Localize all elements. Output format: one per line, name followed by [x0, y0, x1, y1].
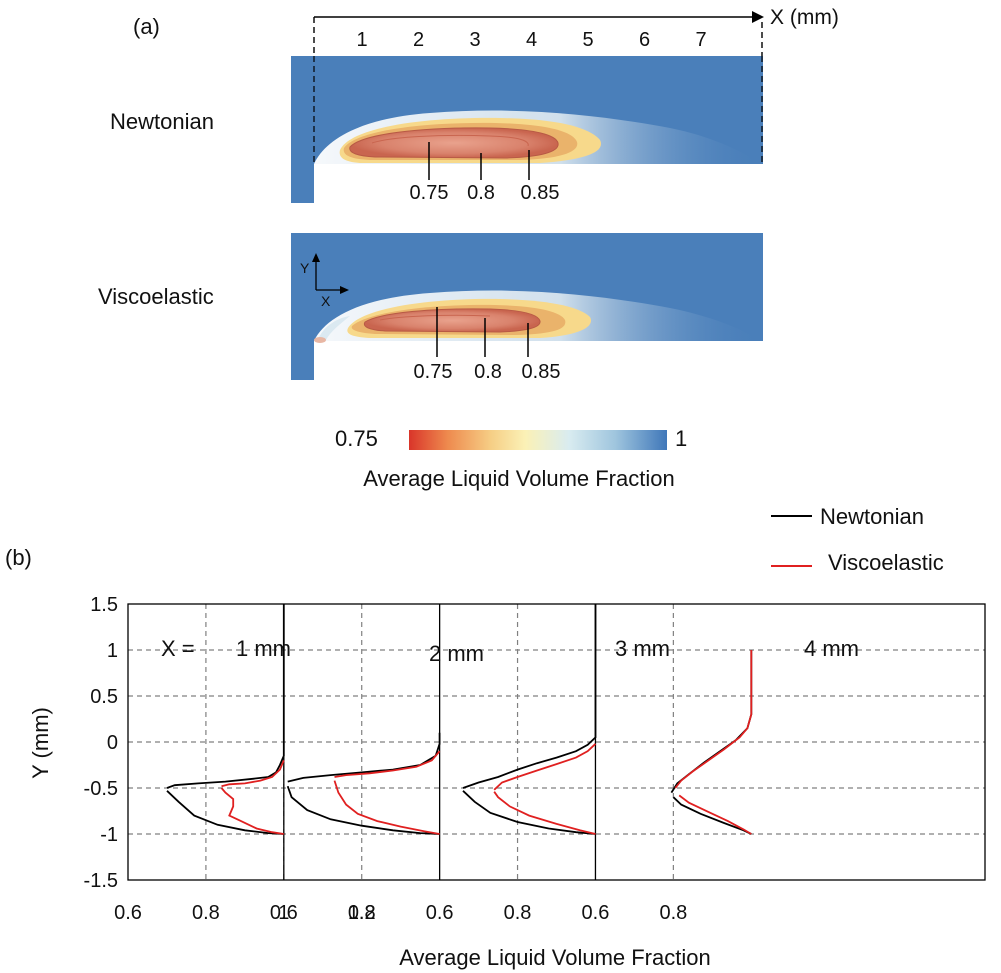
- series-newtonian-4mm: [670, 650, 753, 835]
- viscoelastic-label-08: 0.8: [474, 361, 502, 383]
- panel-a-x-axis: X (mm) 1 2 3 4 5 6 7: [313, 6, 839, 56]
- y-tick-label: 0: [107, 732, 118, 754]
- panel-a-x-tick: 1: [356, 29, 367, 51]
- legend-newtonian: Newtonian: [820, 504, 924, 529]
- x-tick-label: 0.8: [504, 902, 532, 924]
- y-tick-label: 1: [107, 640, 118, 662]
- y-tick-label: -1.5: [84, 870, 118, 892]
- colorbar-title: Average Liquid Volume Fraction: [363, 466, 674, 491]
- panel-b-label: (b): [5, 545, 32, 570]
- y-tick-label: 0.5: [90, 686, 118, 708]
- subplot-label-2mm: 2 mm: [429, 641, 484, 666]
- xy-axes-indicator: Y X: [300, 253, 349, 309]
- y-tick-label: -0.5: [84, 778, 118, 800]
- indicator-y-label: Y: [300, 260, 310, 276]
- x-tick-label: 0.8: [192, 902, 220, 924]
- series-viscoelastic-2mm: [333, 750, 441, 835]
- panel-a-label: (a): [133, 14, 160, 39]
- colorbar: 0.75 1 Average Liquid Volume Fraction: [335, 426, 687, 491]
- newtonian-label-085: 0.85: [521, 182, 560, 204]
- x-tick-label: 0.6: [582, 902, 610, 924]
- colorbar-min-label: 0.75: [335, 426, 378, 451]
- legend: Newtonian Viscoelastic: [771, 504, 944, 575]
- x-tick-label: 1.2: [348, 902, 376, 924]
- viscoelastic-contour-field: [291, 233, 763, 380]
- subplot-label-3mm: 3 mm: [615, 636, 670, 661]
- newtonian-contour-field: [291, 56, 763, 203]
- viscoelastic-label-085: 0.85: [522, 361, 561, 383]
- colorbar-max-label: 1: [675, 426, 687, 451]
- viscoelastic-row-label: Viscoelastic: [98, 284, 214, 309]
- legend-viscoelastic: Viscoelastic: [828, 550, 944, 575]
- plot-area: 1.5 1 0.5 0 -0.5 -1 -1.5 0.6 0.8 0.6 0.8 0.6 0.8 0.6 0…: [84, 594, 986, 924]
- series-newtonian-1mm: [166, 604, 285, 835]
- series-viscoelastic-1mm: [220, 760, 285, 835]
- newtonian-contour-labels: 0.75 0.8 0.85: [410, 142, 560, 204]
- panel-a-x-tick: 3: [469, 29, 480, 51]
- panel-a-x-tick: 4: [526, 29, 537, 51]
- x-tick-label: 0.8: [348, 902, 376, 924]
- panel-a-x-axis-label: X (mm): [770, 6, 839, 29]
- newtonian-label-075: 0.75: [410, 182, 449, 204]
- panel-a-x-tick: 7: [695, 29, 706, 51]
- x-tick-label: 0.6: [114, 902, 142, 924]
- y-axis-title: Y (mm): [28, 707, 53, 779]
- series-newtonian-3mm: [462, 604, 597, 835]
- indicator-x-label: X: [321, 293, 331, 309]
- subplot-label-1mm: 1 mm: [236, 636, 291, 661]
- viscoelastic-contour-labels: 0.75 0.8 0.85: [414, 307, 561, 383]
- viscoelastic-label-075: 0.75: [414, 361, 453, 383]
- series-viscoelastic-4mm: [674, 650, 753, 835]
- x-tick-label: 0.6: [270, 902, 298, 924]
- x-tick-label: 0.8: [659, 902, 687, 924]
- panel-a-x-tick: 6: [639, 29, 650, 51]
- y-tick-label: 1.5: [90, 594, 118, 616]
- x-tick-label: 1: [278, 902, 289, 924]
- plot-frame: [127, 603, 986, 881]
- subplot-label-4mm: 4 mm: [804, 636, 859, 661]
- x-axis-title: Average Liquid Volume Fraction: [399, 945, 710, 970]
- panel-a-x-tick: 5: [582, 29, 593, 51]
- y-tick-label: -1: [100, 824, 118, 846]
- panel-a-x-tick: 2: [413, 29, 424, 51]
- colorbar-gradient: [409, 430, 667, 450]
- x-prefix: X =: [161, 636, 195, 661]
- newtonian-label-08: 0.8: [467, 182, 495, 204]
- x-tick-label: 0.6: [426, 902, 454, 924]
- series-newtonian-2mm: [286, 732, 441, 835]
- series-viscoelastic-3mm: [493, 743, 597, 835]
- newtonian-row-label: Newtonian: [110, 109, 214, 134]
